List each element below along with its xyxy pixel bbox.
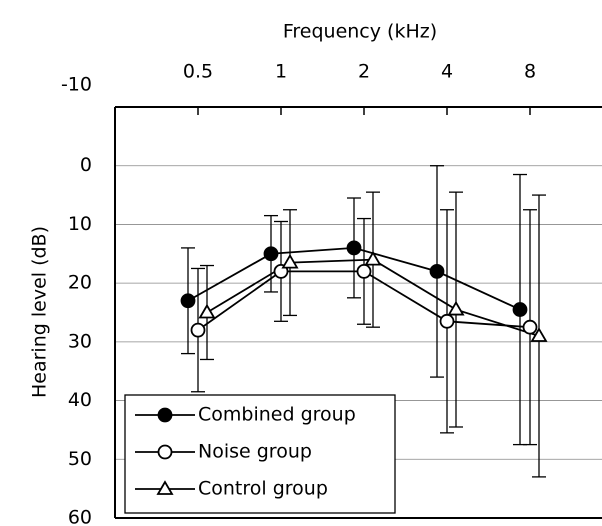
- y-tick-label: 10: [68, 213, 92, 235]
- y-tick-label: 40: [68, 389, 92, 411]
- y-tick-label: 30: [68, 330, 92, 352]
- y-tick-label: -10: [61, 74, 92, 96]
- legend-label: Combined group: [198, 404, 356, 426]
- y-tick-label: 60: [68, 507, 92, 526]
- y-tick-label: 0: [80, 154, 92, 176]
- marker: [512, 302, 528, 317]
- x-axis-label: Frequency (kHz): [283, 21, 437, 43]
- marker: [263, 246, 279, 262]
- marker: [198, 303, 216, 319]
- marker: [522, 319, 538, 335]
- y-tick-label: 50: [68, 448, 92, 470]
- marker: [447, 300, 465, 316]
- marker: [156, 480, 174, 495]
- marker: [346, 240, 362, 256]
- x-tick-label: 0.5: [183, 61, 213, 83]
- legend-label: Noise group: [198, 441, 312, 463]
- legend-label: Control group: [198, 478, 328, 500]
- y-tick-label: 20: [68, 272, 92, 294]
- marker: [157, 444, 173, 460]
- marker: [157, 407, 173, 423]
- x-tick-label: 2: [358, 61, 370, 83]
- x-tick-label: 8: [524, 61, 536, 83]
- marker: [190, 322, 206, 338]
- marker: [429, 263, 445, 279]
- x-tick-label: 4: [441, 61, 453, 83]
- marker: [180, 293, 196, 309]
- y-axis-label: Hearing level (dB): [29, 226, 51, 398]
- marker: [439, 313, 455, 329]
- marker: [356, 263, 372, 279]
- x-tick-label: 1: [275, 61, 287, 83]
- marker: [364, 250, 382, 266]
- marker: [530, 327, 548, 342]
- marker: [281, 253, 299, 269]
